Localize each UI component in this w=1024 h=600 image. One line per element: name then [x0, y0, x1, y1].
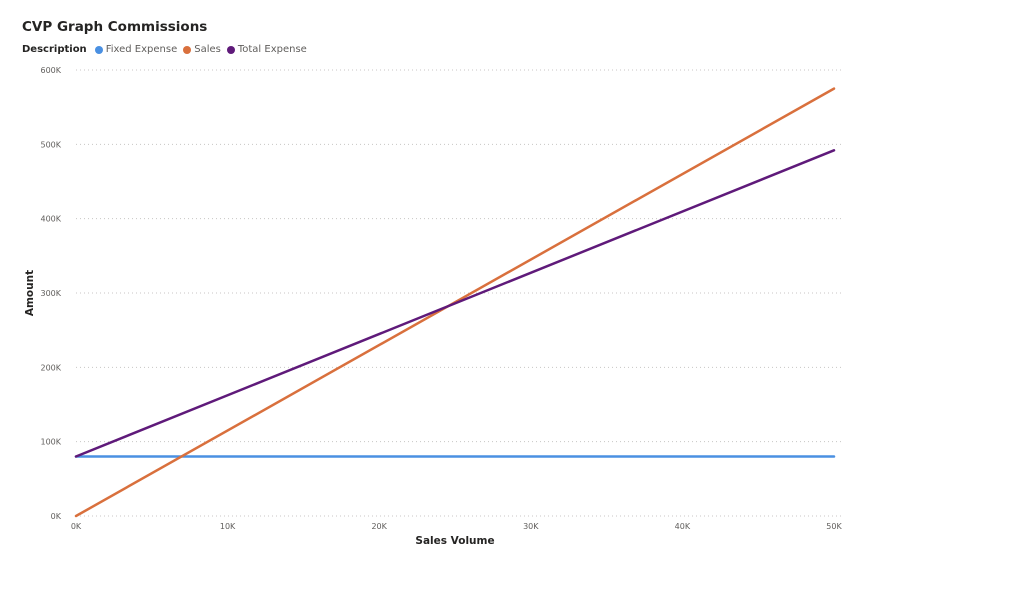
series-lines — [74, 87, 836, 518]
legend-title: Description — [22, 44, 87, 55]
legend-item-fixed-expense[interactable]: Fixed Expense — [94, 44, 178, 55]
y-tick-label: 500K — [40, 140, 61, 149]
y-tick-label: 100K — [40, 438, 61, 447]
legend-item-total-expense[interactable]: Total Expense — [226, 44, 307, 55]
y-tick-label: 0K — [51, 512, 62, 521]
x-tick-label: 40K — [675, 522, 691, 531]
x-tick-label: 30K — [523, 522, 539, 531]
y-tick-label: 600K — [40, 66, 61, 75]
y-tick-label: 200K — [40, 363, 61, 372]
legend-label-total-expense: Total Expense — [237, 44, 307, 55]
legend-swatch-fixed-expense — [94, 45, 103, 54]
gridlines — [76, 69, 842, 517]
y-axis: 0K 100K 200K 300K 400K 500K 600K — [40, 66, 61, 521]
chart-title: CVP Graph Commissions — [22, 19, 208, 35]
legend-label-fixed-expense: Fixed Expense — [105, 44, 178, 55]
x-tick-label: 50K — [826, 522, 842, 531]
y-tick-label: 300K — [40, 289, 61, 298]
x-tick-label: 20K — [371, 522, 387, 531]
legend-swatch-total-expense — [226, 45, 235, 54]
legend: Description Fixed Expense Sales Total Ex… — [22, 44, 307, 55]
x-tick-label: 10K — [220, 522, 236, 531]
series-line-total-expense[interactable] — [74, 149, 836, 458]
x-axis: 0K 10K 20K 30K 40K 50K — [71, 522, 843, 531]
x-axis-title: Sales Volume — [415, 535, 494, 547]
legend-swatch-sales — [183, 45, 192, 54]
legend-item-sales[interactable]: Sales — [183, 44, 221, 55]
y-tick-label: 400K — [40, 215, 61, 224]
x-tick-label: 0K — [71, 522, 82, 531]
y-axis-title: Amount — [24, 270, 36, 316]
legend-label-sales: Sales — [194, 44, 221, 55]
